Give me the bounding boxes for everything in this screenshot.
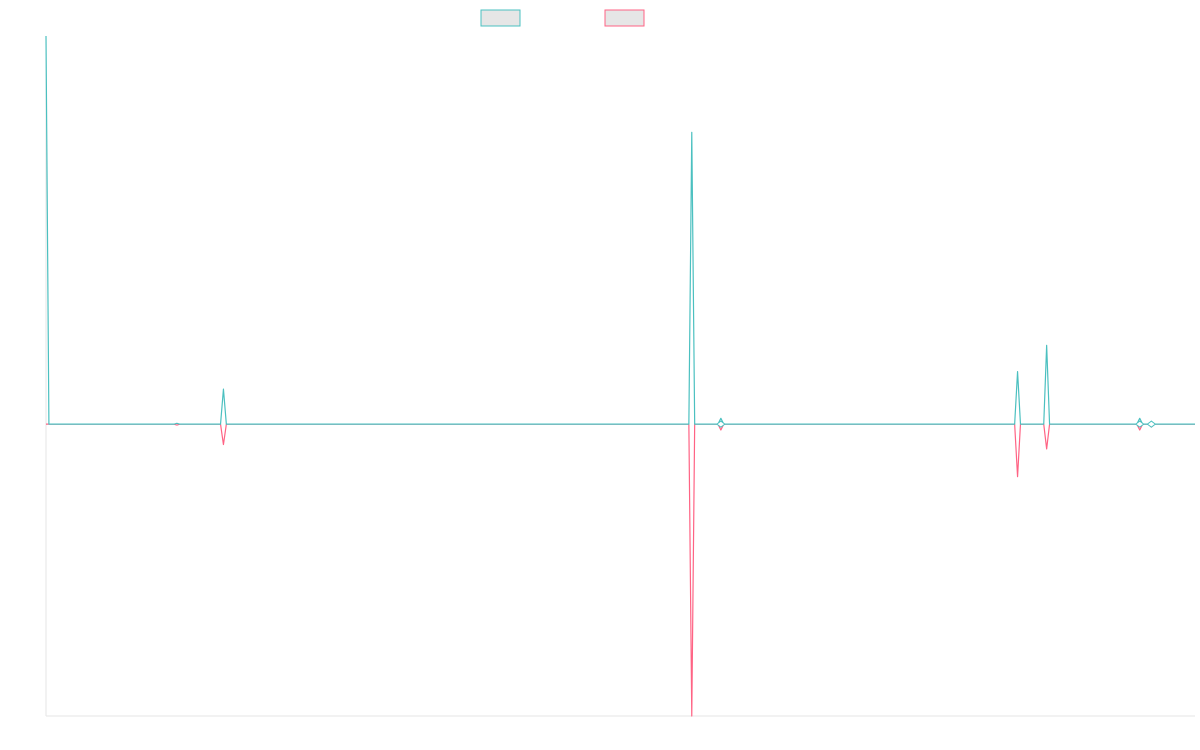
series-2-line — [46, 423, 1195, 717]
legend-swatch-1[interactable] — [480, 9, 521, 27]
data-point-marker-3 — [1146, 420, 1157, 428]
series-1 — [45, 35, 1195, 425]
legend[interactable] — [480, 9, 645, 27]
series-layer — [45, 35, 1195, 717]
series-1-line — [45, 35, 1195, 425]
axes — [45, 36, 1195, 717]
legend-swatch-2[interactable] — [604, 9, 645, 27]
legend-item-2[interactable] — [604, 9, 645, 27]
legend-item-1[interactable] — [480, 9, 521, 27]
series-2 — [46, 423, 1195, 717]
data-point-marker-1 — [716, 420, 726, 428]
data-point-marker-2 — [1134, 420, 1145, 428]
